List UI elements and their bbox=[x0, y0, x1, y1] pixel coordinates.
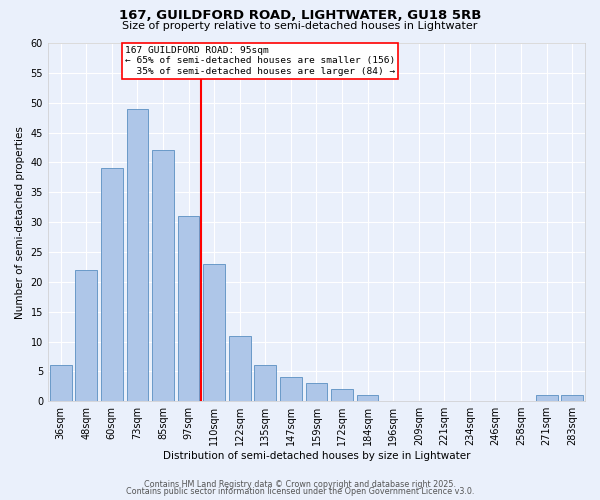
Bar bbox=[178, 216, 199, 401]
Text: 167, GUILDFORD ROAD, LIGHTWATER, GU18 5RB: 167, GUILDFORD ROAD, LIGHTWATER, GU18 5R… bbox=[119, 9, 481, 22]
Bar bbox=[305, 384, 328, 401]
Bar bbox=[331, 390, 353, 401]
Bar bbox=[254, 366, 276, 401]
Bar bbox=[229, 336, 251, 401]
Text: 167 GUILDFORD ROAD: 95sqm
← 65% of semi-detached houses are smaller (156)
  35% : 167 GUILDFORD ROAD: 95sqm ← 65% of semi-… bbox=[125, 46, 395, 76]
Bar bbox=[562, 395, 583, 401]
Bar bbox=[127, 108, 148, 401]
Bar bbox=[101, 168, 123, 401]
Bar bbox=[280, 378, 302, 401]
X-axis label: Distribution of semi-detached houses by size in Lightwater: Distribution of semi-detached houses by … bbox=[163, 451, 470, 461]
Text: Size of property relative to semi-detached houses in Lightwater: Size of property relative to semi-detach… bbox=[122, 21, 478, 31]
Bar bbox=[203, 264, 225, 401]
Bar bbox=[76, 270, 97, 401]
Text: Contains public sector information licensed under the Open Government Licence v3: Contains public sector information licen… bbox=[126, 487, 474, 496]
Y-axis label: Number of semi-detached properties: Number of semi-detached properties bbox=[15, 126, 25, 318]
Text: Contains HM Land Registry data © Crown copyright and database right 2025.: Contains HM Land Registry data © Crown c… bbox=[144, 480, 456, 489]
Bar bbox=[536, 395, 557, 401]
Bar bbox=[152, 150, 174, 401]
Bar bbox=[357, 395, 379, 401]
Bar bbox=[50, 366, 71, 401]
